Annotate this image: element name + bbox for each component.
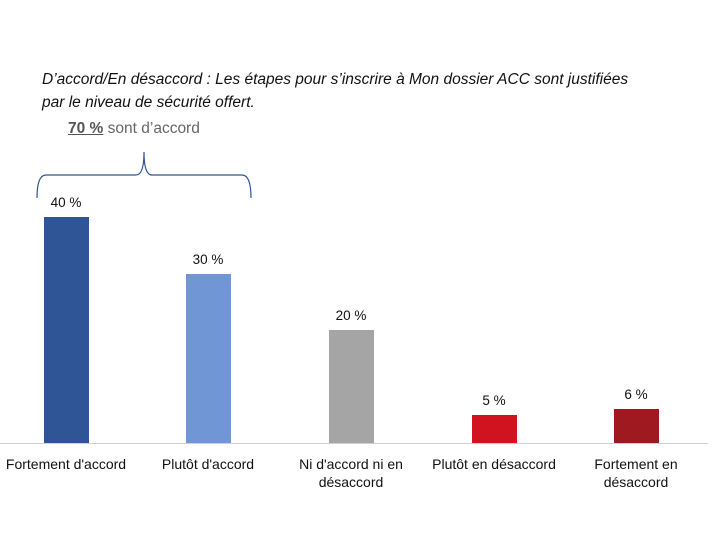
category-label: Plutôt en désaccord xyxy=(432,456,556,472)
agree-text: sont d’accord xyxy=(103,120,200,137)
bar xyxy=(44,217,89,443)
agree-percent: 70 % xyxy=(68,120,104,137)
bar-value-label: 30 % xyxy=(192,251,224,267)
bar xyxy=(614,409,659,443)
curly-brace-icon xyxy=(36,151,252,199)
category-label: Fortement d'accord xyxy=(5,456,127,472)
bar-value-label: 6 % xyxy=(624,387,648,403)
category-label: Plutôt d'accord xyxy=(161,456,255,472)
bar xyxy=(186,273,231,443)
bar xyxy=(329,330,374,443)
category-label: Ni d'accord ni en désaccord xyxy=(299,456,403,490)
bar xyxy=(472,414,517,443)
category-label: Fortement en désaccord xyxy=(594,456,678,490)
bar-value-label: 5 % xyxy=(482,392,506,408)
bar-value-label: 20 % xyxy=(335,308,367,324)
x-axis-line xyxy=(0,443,708,444)
agree-summary: 70 % sont d’accord xyxy=(68,120,200,138)
bar-value-label: 40 % xyxy=(50,195,82,211)
chart-title: D’accord/En désaccord : Les étapes pour … xyxy=(42,71,629,111)
